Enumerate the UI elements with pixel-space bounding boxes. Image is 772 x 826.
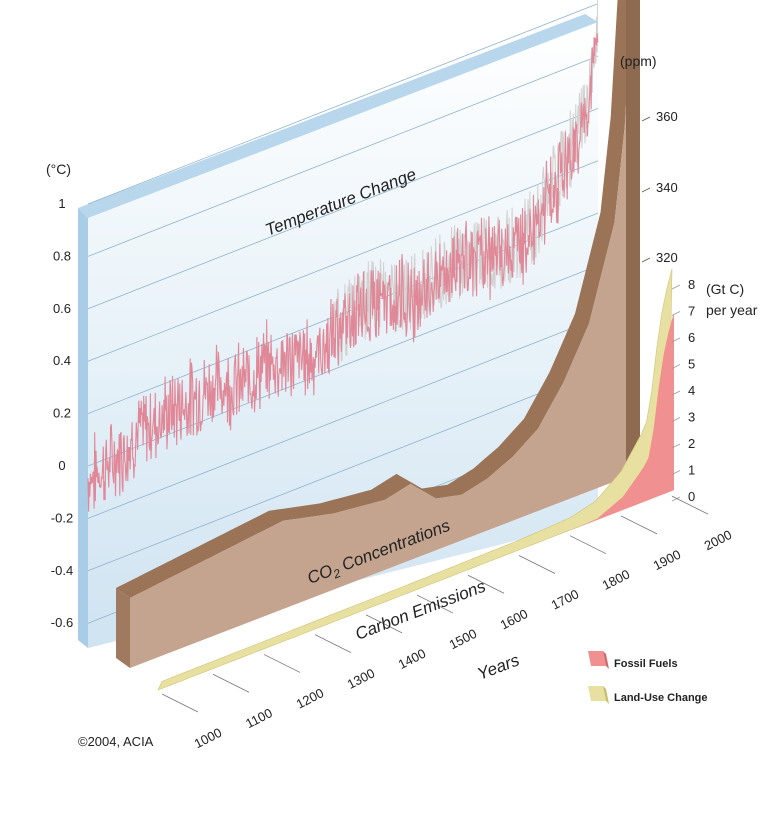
emissions-tick-mark — [671, 284, 681, 290]
co2-ribbon-right-cap — [626, 0, 640, 472]
temperature-tick-label: 0.6 — [53, 301, 71, 316]
temperature-tick-label: 0.4 — [53, 353, 71, 368]
temperature-reconstruction-line — [87, 33, 599, 512]
co2-tick-label: 320 — [656, 250, 678, 265]
emissions-tick-label: 0 — [688, 489, 695, 504]
emissions-unit-label: (Gt C) — [706, 281, 744, 297]
year-tick-label: 1300 — [345, 665, 378, 691]
year-tick-label: 2000 — [702, 527, 735, 553]
year-gridline — [620, 515, 658, 535]
year-tick-label: 1800 — [600, 566, 633, 592]
co2-unit-label: (ppm) — [620, 53, 657, 69]
legend-label-land-use-change: Land-Use Change — [614, 692, 708, 704]
year-tick-label: 1900 — [651, 547, 684, 573]
co2-tick-label: 340 — [656, 180, 678, 195]
temperature-gridline — [87, 55, 599, 257]
year-tick-label: 1700 — [549, 586, 582, 612]
co2-tick-mark — [641, 257, 651, 263]
co2-ribbon-left-cap — [116, 588, 130, 668]
temperature-unit-label: (°C) — [46, 161, 71, 177]
temperature-panel-side-edge — [78, 208, 88, 648]
year-gridline — [161, 693, 199, 713]
temperature-tick-label: 1 — [58, 196, 65, 211]
year-gridline — [263, 654, 301, 673]
credit-text: ©2004, ACIA — [78, 734, 154, 749]
legend-swatch-land-use — [588, 686, 606, 701]
temperature-tick-label: -0.2 — [51, 510, 73, 525]
temperature-gridline — [87, 3, 599, 205]
emissions-tick-mark — [671, 496, 681, 502]
year-tick-label: 1200 — [294, 685, 327, 711]
emissions-tick-label: 6 — [688, 330, 695, 345]
emissions-tick-mark — [671, 470, 681, 475]
year-gridline — [518, 555, 556, 574]
temperature-tick-label: 0 — [58, 458, 65, 473]
year-gridline — [212, 673, 250, 693]
temperature-tick-label: -0.4 — [51, 563, 73, 578]
emissions-tick-label: 1 — [688, 463, 695, 478]
emissions-tick-mark — [671, 417, 681, 422]
year-tick-label: 1500 — [447, 626, 480, 652]
emissions-tick-mark — [671, 390, 681, 396]
legend: Fossil Fuels Land-Use Change — [588, 651, 708, 704]
temperature-gridline — [87, 369, 599, 572]
legend-swatch-land-use-edge — [603, 686, 609, 704]
emissions-tick-label: 4 — [688, 383, 695, 398]
year-gridline — [569, 535, 607, 555]
emissions-tick-label: 8 — [688, 277, 695, 292]
temperature-gridline — [87, 160, 599, 362]
co2-tick-mark — [641, 116, 651, 122]
emissions-tick-mark — [671, 337, 681, 343]
co2-tick-mark — [641, 187, 651, 193]
years-axis-label: Years — [475, 650, 523, 683]
legend-label-fossil-fuels: Fossil Fuels — [614, 658, 678, 670]
emissions-tick-label: 5 — [688, 357, 695, 372]
emissions-tick-label: 7 — [688, 304, 695, 319]
temperature-gridline — [87, 317, 599, 519]
year-tick-label: 1000 — [192, 725, 225, 751]
emissions-tick-mark — [671, 364, 681, 369]
emissions-tick-mark — [671, 443, 681, 449]
year-gridline — [416, 594, 454, 614]
emissions-tick-label: 3 — [688, 410, 695, 425]
temperature-tick-label: 0.8 — [53, 248, 71, 263]
co2-tick-label: 360 — [656, 109, 678, 124]
co2-ribbon-top — [116, 0, 633, 598]
legend-swatch-fossil-fuels — [588, 651, 606, 666]
year-gridline — [467, 574, 505, 594]
year-tick-label: 1400 — [396, 646, 429, 672]
temperature-tick-label: 0.2 — [53, 406, 71, 421]
emissions-tick-label: 2 — [688, 436, 695, 451]
temperature-gridline — [87, 265, 599, 467]
temperature-gridline — [87, 107, 599, 310]
year-gridline — [314, 634, 352, 653]
legend-swatch-fossil-fuels-edge — [603, 651, 609, 669]
emissions-unit-label-2: per year — [706, 302, 758, 318]
co2-ribbon-front — [130, 0, 640, 668]
temperature-tick-label: -0.6 — [51, 615, 73, 630]
year-gridline — [365, 614, 403, 634]
year-tick-label: 1600 — [498, 606, 531, 632]
emissions-tick-mark — [671, 311, 681, 316]
year-tick-label: 1100 — [243, 705, 275, 731]
temperature-panel-top-edge — [78, 14, 598, 218]
year-gridline — [671, 495, 709, 515]
fossil-fuels-area — [546, 312, 674, 540]
